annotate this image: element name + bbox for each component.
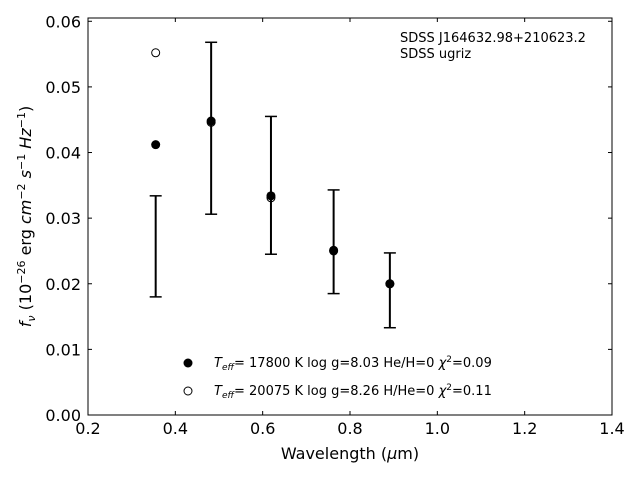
legend-label-filled: Teff= 17800 K log g=8.03 He/H=0 χ2=0.09 (214, 355, 492, 373)
plot-area (87, 17, 613, 416)
y-tick-label: 0.03 (45, 209, 81, 228)
model-point-filled (266, 191, 276, 201)
x-tick-label: 1.0 (425, 419, 450, 438)
points-layer (151, 48, 395, 289)
model-point-filled (329, 245, 339, 255)
x-axis-label: Wavelength (μm) (281, 444, 419, 463)
annotation-line-2: SDSS ugriz (400, 47, 471, 62)
x-tick-label: 0.8 (337, 419, 362, 438)
legend: Teff= 17800 K log g=8.03 He/H=0 χ2=0.09 … (183, 355, 492, 401)
y-tick-label: 0.04 (45, 144, 81, 163)
model-point-open (329, 246, 339, 256)
x-tick-label: 1.4 (599, 419, 624, 438)
x-tick-label: 0.6 (250, 419, 275, 438)
y-tick-label: 0.06 (45, 12, 81, 31)
legend-marker-filled (183, 358, 193, 368)
y-tick-label: 0.05 (45, 78, 81, 97)
model-point-open (385, 279, 395, 289)
ticks-layer: 0.2 0.4 0.6 0.8 1.0 1.2 1.4 0.00 0.01 0.02 0.03 0.0… (45, 12, 624, 438)
y-axis-label: fν (10−26 erg cm−2 s−1 Hz−1) (15, 106, 38, 327)
y-tick-label: 0.01 (45, 340, 81, 359)
y-tick-label: 0.00 (45, 406, 81, 425)
errorbar-layer (149, 41, 396, 329)
legend-marker-open (183, 386, 193, 396)
annotation-line-1: SDSS J164632.98+210623.2 (400, 31, 586, 46)
x-tick-label: 1.2 (512, 419, 537, 438)
model-point-open (266, 193, 276, 203)
model-point-filled (151, 140, 161, 150)
model-point-filled (385, 279, 395, 289)
model-point-open (206, 117, 216, 127)
x-tick-label: 0.4 (163, 419, 188, 438)
model-point-open (151, 48, 161, 58)
y-tick-label: 0.02 (45, 275, 81, 294)
legend-label-open: Teff= 20075 K log g=8.26 H/He=0 χ2=0.11 (214, 383, 492, 401)
x-tick-label: 0.2 (75, 419, 100, 438)
